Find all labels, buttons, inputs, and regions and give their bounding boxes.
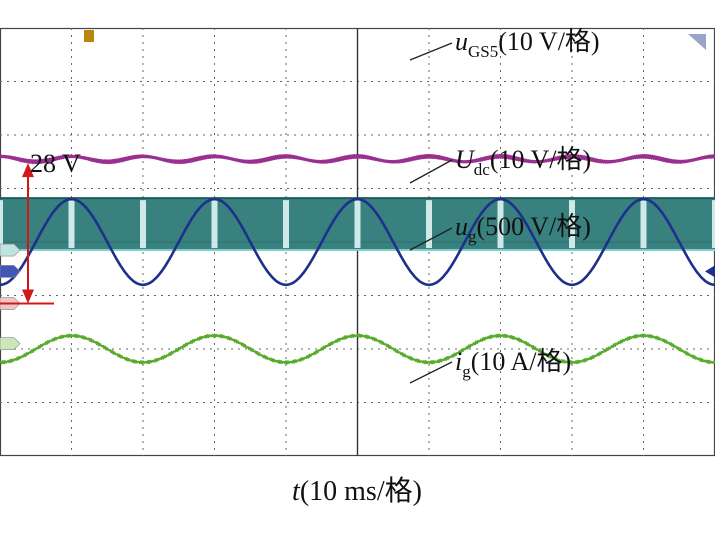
leader-udc (409, 159, 453, 184)
trace-ugs5-gap (0, 200, 3, 249)
trace-ugs5-gap (354, 200, 361, 249)
annotation-28v: 28 V (30, 149, 81, 178)
trace-ugs5-gap (569, 200, 575, 249)
label-udc-main: U (455, 145, 476, 174)
trigger-level-marker (688, 34, 706, 50)
label-ugs5-main: u (455, 27, 468, 56)
label-udc: Udc(10 V/格) (455, 145, 591, 179)
label-ug-scale: (500 V/格) (477, 212, 591, 241)
label-ug-main: u (455, 212, 468, 241)
right-level-marker (705, 265, 715, 278)
label-udc-sub: dc (474, 160, 491, 179)
x-axis-var: t (292, 476, 301, 507)
label-ugs5-scale: (10 V/格) (498, 27, 599, 56)
trace-ugs5-gap (68, 200, 75, 249)
annotation-arrow-head-top (22, 163, 34, 178)
trace-ugs5-gap (497, 200, 504, 249)
trace-ug (0, 197, 715, 287)
offset-annotation: 28 V (0, 149, 81, 305)
trace-ig (0, 333, 715, 365)
label-ig-sub: g (462, 362, 471, 381)
label-ugs5-sub: GS5 (468, 42, 498, 61)
series-labels: uGS5(10 V/格) Udc(10 V/格) ug(500 V/格) ig(… (409, 27, 600, 384)
leader-ugs5 (409, 42, 453, 61)
trace-ugs5-gap (640, 200, 647, 249)
label-ug-sub: g (468, 227, 477, 246)
trace-ugs5-gap (426, 200, 432, 249)
x-axis-label: t(10 ms/格) (292, 475, 422, 507)
trace-ugs5-gap (283, 200, 289, 249)
channel-markers (0, 30, 715, 350)
label-ig: ig(10 A/格) (455, 347, 571, 381)
label-ig-scale: (10 A/格) (471, 347, 571, 376)
x-axis-unit: (10 ms/格) (300, 475, 422, 507)
trace-ugs5-gap (211, 200, 218, 249)
annotation-arrow-head-bottom (22, 289, 34, 304)
leader-ig (409, 361, 453, 384)
trace-ugs5 (0, 197, 715, 252)
marker-c4 (0, 337, 21, 350)
marker-c3 (0, 243, 21, 257)
label-udc-scale: (10 V/格) (490, 145, 591, 174)
marker-c1 (0, 265, 21, 278)
trace-ugs5-gap (712, 200, 715, 249)
label-ig-main: i (455, 347, 462, 376)
leader-ug (409, 227, 453, 251)
label-ugs5: uGS5(10 V/格) (455, 27, 600, 61)
trace-ugs5-gap (140, 200, 146, 249)
traces (0, 154, 715, 365)
trigger-marker (84, 30, 94, 42)
trace-udc (0, 154, 715, 165)
label-ug: ug(500 V/格) (455, 212, 591, 246)
